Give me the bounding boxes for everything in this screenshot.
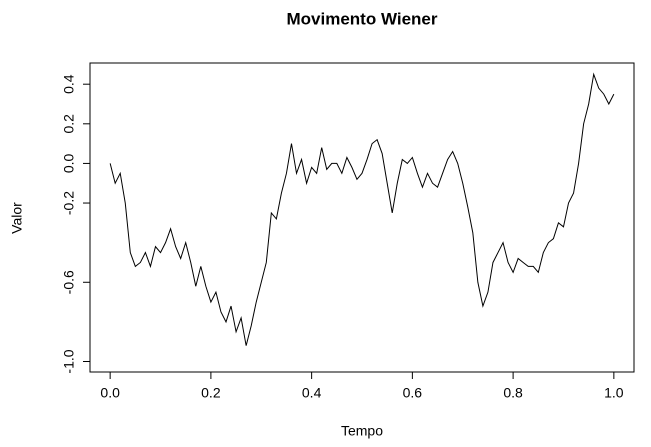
x-axis-label: Tempo	[341, 423, 383, 439]
x-tick-label: 0.2	[201, 385, 221, 401]
plot-frame	[89, 62, 635, 373]
x-tick-label: 0.4	[302, 385, 322, 401]
y-tick-label: 0.0	[61, 153, 77, 173]
chart-title: Movimento Wiener	[287, 9, 438, 28]
x-tick-label: 0.0	[100, 385, 120, 401]
y-tick-label: -0.2	[61, 191, 77, 215]
x-tick-label: 0.6	[403, 385, 423, 401]
y-tick-label: 0.2	[61, 114, 77, 134]
y-axis-label: Valor	[9, 202, 25, 234]
x-tick-label: 0.8	[503, 385, 523, 401]
y-tick-label: 0.4	[61, 74, 77, 94]
y-tick-label: -1.0	[61, 349, 77, 373]
x-tick-label: 1.0	[604, 385, 624, 401]
series-line	[109, 72, 615, 346]
y-tick-label: -0.6	[61, 270, 77, 294]
